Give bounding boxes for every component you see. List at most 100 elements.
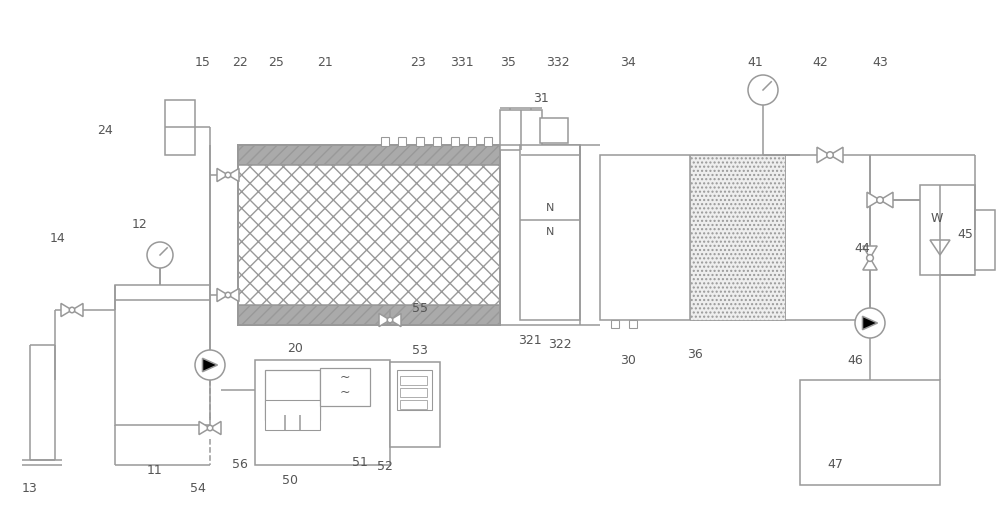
Text: 47: 47: [827, 459, 843, 472]
Bar: [451, 137, 459, 146]
Circle shape: [225, 172, 231, 178]
Bar: [238, 305, 500, 325]
Text: 332: 332: [546, 56, 570, 69]
Bar: [400, 388, 427, 397]
Bar: [238, 145, 500, 325]
Polygon shape: [228, 288, 239, 301]
Text: 15: 15: [195, 56, 211, 69]
Bar: [400, 376, 427, 385]
Text: 22: 22: [232, 56, 248, 69]
Text: 25: 25: [268, 56, 284, 69]
Text: 41: 41: [747, 56, 763, 69]
Text: W: W: [931, 212, 943, 225]
Bar: [265, 370, 320, 420]
Bar: [611, 320, 619, 328]
Text: 322: 322: [548, 338, 572, 351]
Text: 55: 55: [412, 301, 428, 315]
Circle shape: [877, 197, 883, 203]
Bar: [629, 320, 637, 328]
Polygon shape: [390, 314, 401, 327]
Polygon shape: [217, 168, 228, 182]
Circle shape: [387, 317, 393, 323]
Text: 54: 54: [190, 481, 206, 494]
Text: 34: 34: [620, 56, 636, 69]
Polygon shape: [863, 258, 877, 270]
Polygon shape: [61, 304, 72, 317]
Polygon shape: [863, 246, 877, 258]
Text: 23: 23: [410, 56, 426, 69]
Text: 56: 56: [232, 459, 248, 472]
Text: 31: 31: [533, 91, 549, 105]
Polygon shape: [830, 147, 843, 163]
Polygon shape: [217, 288, 228, 301]
Text: 331: 331: [450, 56, 474, 69]
Text: 50: 50: [282, 474, 298, 486]
Text: 11: 11: [147, 464, 163, 477]
Polygon shape: [867, 192, 880, 208]
Bar: [390, 362, 440, 447]
Polygon shape: [199, 421, 210, 435]
Bar: [255, 360, 390, 465]
Bar: [520, 145, 580, 320]
Bar: [468, 137, 476, 146]
Bar: [690, 155, 785, 320]
Bar: [484, 137, 492, 146]
Text: 30: 30: [620, 354, 636, 367]
Text: N: N: [546, 203, 554, 213]
Text: 46: 46: [847, 354, 863, 367]
Bar: [165, 100, 195, 155]
Text: 53: 53: [412, 343, 428, 357]
Bar: [238, 165, 500, 305]
Text: 52: 52: [377, 461, 393, 474]
Text: 45: 45: [957, 228, 973, 241]
Circle shape: [195, 350, 225, 380]
Polygon shape: [880, 192, 893, 208]
Bar: [400, 400, 427, 409]
Text: 21: 21: [317, 56, 333, 69]
Bar: [398, 137, 406, 146]
Circle shape: [748, 75, 778, 105]
Text: 14: 14: [50, 231, 66, 244]
Text: ~
~: ~ ~: [340, 371, 350, 399]
Text: 321: 321: [518, 333, 542, 346]
Bar: [265, 400, 320, 430]
Polygon shape: [862, 316, 878, 330]
Polygon shape: [379, 314, 390, 327]
Text: 13: 13: [22, 481, 38, 494]
Bar: [397, 370, 432, 410]
Text: 24: 24: [97, 124, 113, 136]
Polygon shape: [210, 421, 221, 435]
Text: 51: 51: [352, 456, 368, 469]
Bar: [238, 145, 500, 165]
Circle shape: [827, 152, 833, 158]
Text: 44: 44: [854, 241, 870, 255]
Bar: [320, 368, 370, 406]
Polygon shape: [202, 358, 218, 372]
Text: 20: 20: [287, 341, 303, 355]
Circle shape: [867, 255, 873, 262]
Text: 12: 12: [132, 219, 148, 231]
Bar: [416, 137, 424, 146]
Polygon shape: [228, 168, 239, 182]
Bar: [433, 137, 441, 146]
Circle shape: [207, 425, 213, 431]
Bar: [115, 285, 210, 425]
Text: 43: 43: [872, 56, 888, 69]
Text: N: N: [546, 227, 554, 237]
Bar: [381, 137, 389, 146]
Polygon shape: [817, 147, 830, 163]
Bar: [540, 118, 568, 143]
Bar: [600, 155, 785, 320]
Circle shape: [147, 242, 173, 268]
Bar: [500, 110, 542, 150]
Circle shape: [225, 292, 231, 298]
Circle shape: [69, 307, 75, 313]
Bar: [800, 380, 940, 485]
Text: 35: 35: [500, 56, 516, 69]
Text: 42: 42: [812, 56, 828, 69]
Circle shape: [855, 308, 885, 338]
Bar: [975, 210, 995, 270]
Polygon shape: [72, 304, 83, 317]
Bar: [920, 185, 975, 275]
Text: 36: 36: [687, 348, 703, 362]
